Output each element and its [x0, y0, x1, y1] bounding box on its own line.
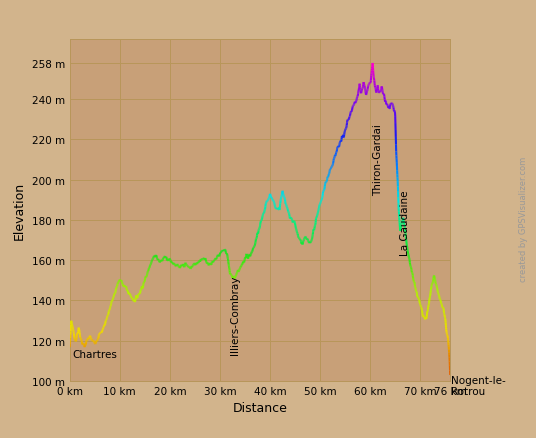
Text: La Gaudaine: La Gaudaine — [400, 190, 410, 255]
Text: created by GPSVisualizer.com: created by GPSVisualizer.com — [519, 156, 528, 282]
Text: Chartres: Chartres — [72, 349, 117, 359]
Y-axis label: Elevation: Elevation — [13, 181, 26, 239]
Text: Illiers-Combray: Illiers-Combray — [230, 275, 240, 354]
Text: Nogent-le-
Rotrou: Nogent-le- Rotrou — [451, 375, 506, 396]
X-axis label: Distance: Distance — [233, 402, 287, 414]
Text: Thiron-Gardai: Thiron-Gardai — [373, 124, 383, 195]
